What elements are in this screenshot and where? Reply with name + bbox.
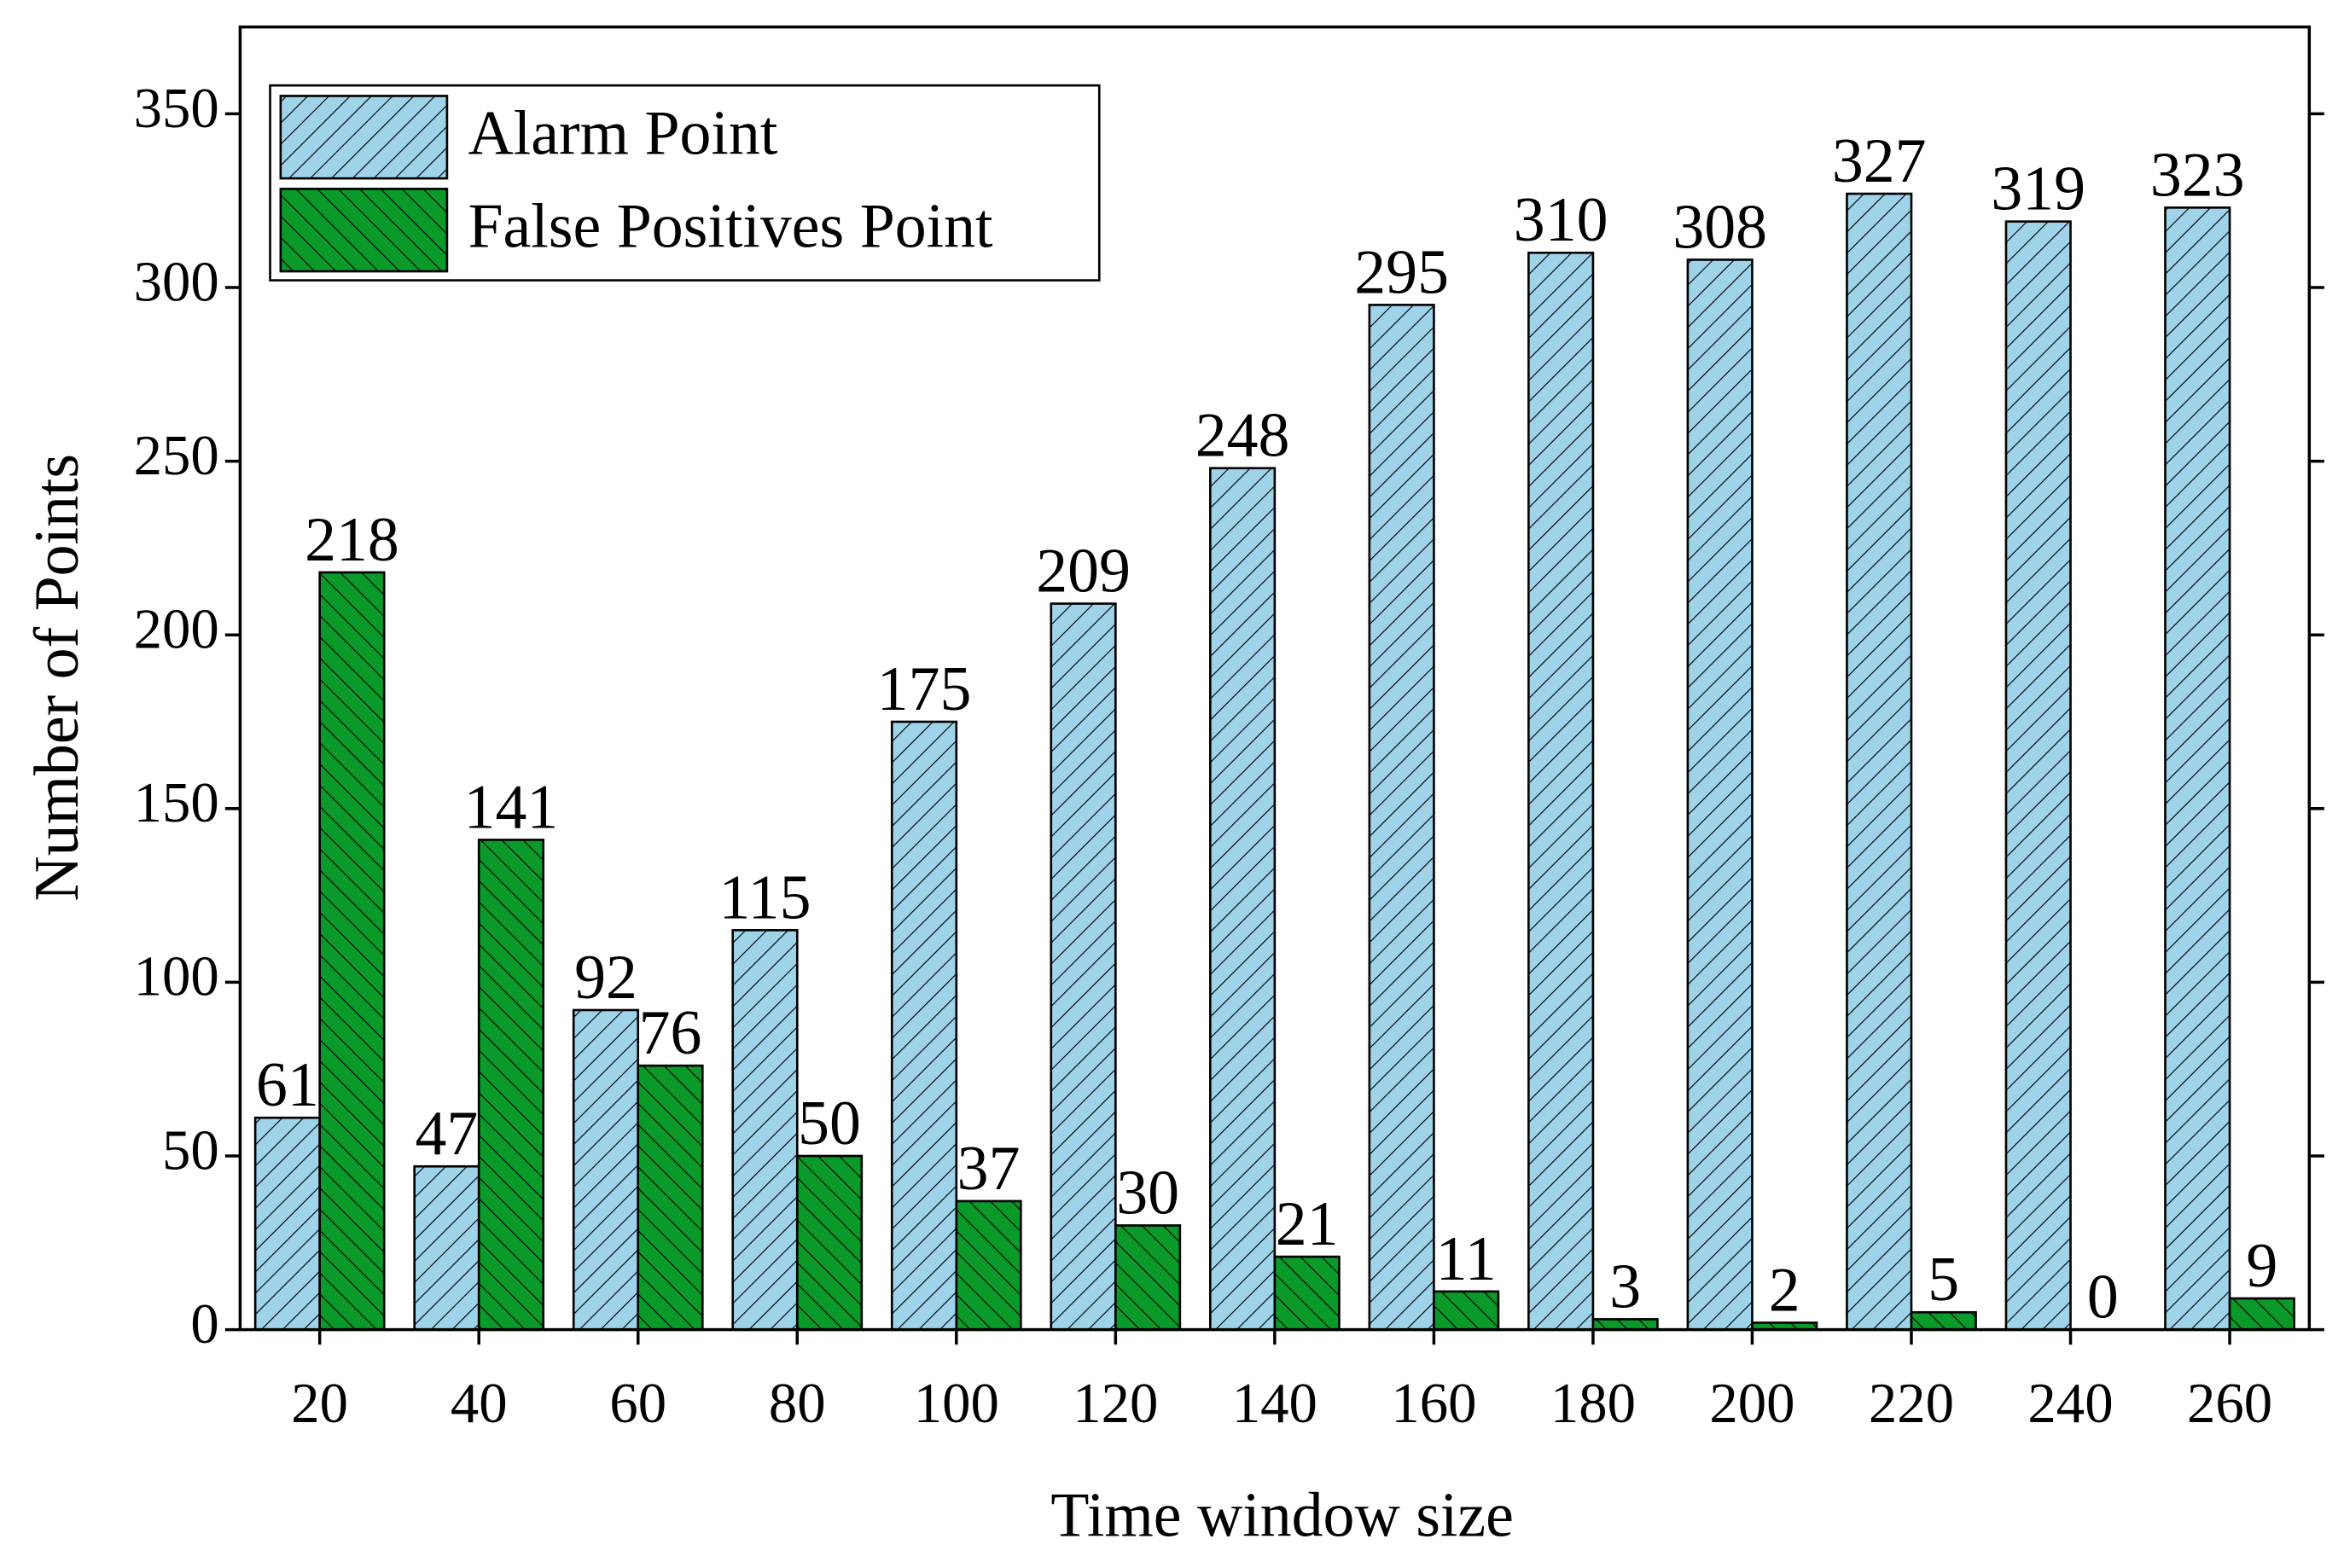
- x-tick-label: 180: [1550, 1373, 1636, 1435]
- bar: [2164, 206, 2231, 1331]
- x-tick-label: 120: [1073, 1373, 1158, 1435]
- y-tick-label: 150: [134, 772, 219, 834]
- x-tick-label: 140: [1232, 1373, 1317, 1435]
- x-tick-label: 160: [1391, 1373, 1476, 1435]
- value-label: 248: [1195, 400, 1290, 470]
- bar: [318, 571, 386, 1331]
- y-tick-label: 0: [190, 1293, 218, 1356]
- value-label: 3: [1609, 1251, 1641, 1321]
- value-label: 2: [1769, 1254, 1800, 1324]
- y-tick-label: 100: [134, 946, 219, 1008]
- x-tick-label: 100: [914, 1373, 999, 1435]
- value-label: 310: [1514, 184, 1608, 254]
- bar: [2004, 220, 2072, 1331]
- y-tick-label: 50: [162, 1119, 219, 1182]
- bar: [1209, 467, 1277, 1331]
- value-label: 37: [957, 1133, 1021, 1203]
- legend-label: False Positives Point: [468, 190, 994, 260]
- value-label: 175: [877, 653, 972, 723]
- plot-frame: [238, 25, 2312, 1332]
- x-tick-label: 240: [2027, 1373, 2113, 1435]
- legend-swatch: [279, 95, 449, 180]
- bar: [413, 1164, 480, 1331]
- y-axis-title: Number of Points: [21, 454, 91, 902]
- bar: [2228, 1297, 2295, 1331]
- value-label: 9: [2246, 1230, 2277, 1300]
- bar: [795, 1154, 864, 1331]
- value-label: 115: [719, 862, 811, 932]
- bar: [955, 1199, 1022, 1331]
- bar: [1910, 1310, 1977, 1331]
- value-label: 21: [1276, 1188, 1339, 1258]
- value-label: 327: [1832, 125, 1927, 195]
- bar: [890, 720, 958, 1331]
- y-tick-label: 300: [134, 251, 219, 313]
- y-tick-label: 200: [134, 599, 219, 661]
- x-tick-label: 80: [769, 1373, 826, 1435]
- value-label: 30: [1116, 1157, 1179, 1227]
- legend-swatch: [279, 188, 449, 273]
- x-tick-label: 220: [1869, 1373, 1954, 1435]
- value-label: 209: [1036, 536, 1131, 606]
- bar: [1114, 1224, 1182, 1331]
- x-tick-label: 260: [2187, 1373, 2272, 1435]
- bar: [1433, 1290, 1500, 1331]
- value-label: 218: [305, 504, 399, 574]
- x-tick-label: 200: [1709, 1373, 1794, 1435]
- y-tick-label: 250: [134, 425, 219, 487]
- legend-label: Alarm Point: [468, 97, 778, 167]
- bar: [1686, 258, 1754, 1331]
- value-label: 92: [574, 942, 637, 1012]
- bar: [1273, 1255, 1341, 1331]
- value-label: 76: [639, 997, 702, 1067]
- bar: [1050, 602, 1117, 1331]
- value-label: 0: [2087, 1262, 2119, 1332]
- x-tick-label: 40: [451, 1373, 508, 1435]
- bar: [253, 1116, 322, 1331]
- x-tick-label: 60: [609, 1373, 666, 1435]
- bar: [1527, 251, 1595, 1331]
- value-label: 11: [1436, 1223, 1497, 1293]
- bar: [572, 1008, 640, 1331]
- value-label: 47: [416, 1098, 479, 1168]
- bar: [1846, 192, 1913, 1331]
- value-label: 323: [2150, 139, 2245, 209]
- value-label: 5: [1928, 1244, 1959, 1314]
- bar: [731, 929, 799, 1331]
- value-label: 61: [256, 1049, 319, 1119]
- value-label: 141: [464, 771, 559, 841]
- x-axis-title: Time window size: [1050, 1479, 1514, 1549]
- value-label: 308: [1672, 191, 1767, 261]
- value-label: 319: [1991, 154, 2085, 224]
- y-tick-label: 350: [134, 78, 219, 140]
- value-label: 295: [1354, 236, 1449, 306]
- value-label: 50: [798, 1088, 861, 1158]
- bar: [477, 839, 545, 1331]
- bar: [637, 1064, 704, 1331]
- bar: [1368, 304, 1435, 1331]
- x-tick-label: 20: [291, 1373, 348, 1435]
